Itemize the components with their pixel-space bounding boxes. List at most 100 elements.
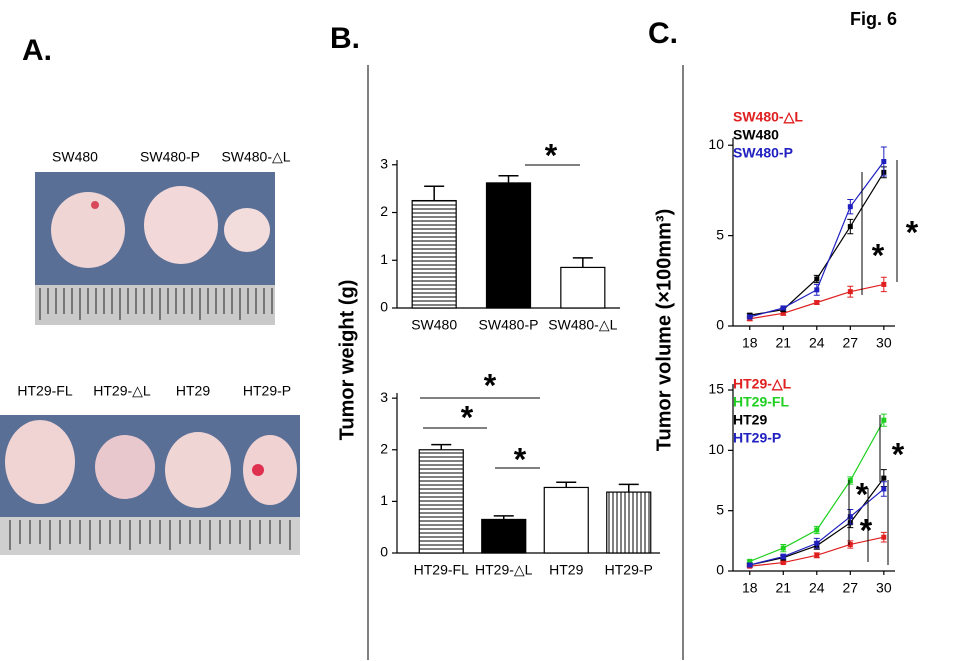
marker <box>780 560 786 566</box>
legend-entry: SW480-△L <box>733 109 803 125</box>
marker <box>780 305 786 311</box>
marker <box>847 224 853 230</box>
marker <box>814 552 820 558</box>
y-tick-label: 3 <box>380 155 388 171</box>
marker <box>847 289 853 295</box>
y-tick-label: 0 <box>716 562 724 578</box>
marker <box>780 545 786 551</box>
photo-label: HT29 <box>176 383 210 399</box>
panel-label: A. <box>22 34 52 67</box>
legend-entry: SW480 <box>733 127 779 143</box>
marker <box>881 417 887 423</box>
marker <box>814 540 820 546</box>
error-bar <box>498 175 519 183</box>
x-tick-label: HT29-FL <box>414 562 469 578</box>
marker <box>881 534 887 540</box>
y-tick-label: 0 <box>716 317 724 333</box>
significance-star: * <box>860 512 873 548</box>
marker <box>881 159 887 164</box>
error-bar <box>424 185 445 201</box>
x-tick-label: 21 <box>775 335 791 351</box>
legend-entry: SW480-P <box>733 145 793 161</box>
marker <box>780 554 786 560</box>
figure-label: Fig. 6 <box>850 9 897 29</box>
y-tick-label: 15 <box>708 381 724 397</box>
y-tick-label: 10 <box>708 441 724 457</box>
bar <box>560 266 606 309</box>
bar <box>543 486 589 554</box>
marker <box>814 527 820 533</box>
significance-star: * <box>872 237 885 273</box>
bar <box>411 199 457 309</box>
marker <box>747 314 753 320</box>
significance-star: * <box>906 214 919 250</box>
error-bar <box>493 515 514 520</box>
x-tick-label: HT29-P <box>605 562 653 578</box>
x-tick-label: SW480 <box>411 317 457 333</box>
marker <box>847 204 853 210</box>
legend-entry: HT29-P <box>733 430 781 446</box>
bar <box>606 491 652 554</box>
marker <box>814 276 820 282</box>
marker <box>881 281 887 287</box>
x-tick-label: 27 <box>843 335 859 351</box>
bar <box>481 518 527 554</box>
x-tick-label: 30 <box>876 335 892 351</box>
photo-label: HT29-FL <box>17 383 72 399</box>
photo-label: SW480-P <box>140 149 200 165</box>
y-tick-label: 2 <box>380 440 388 456</box>
error-bar <box>431 443 452 450</box>
marker <box>847 541 853 547</box>
y-tick-label: 1 <box>380 492 388 508</box>
x-tick-label: SW480-P <box>479 317 539 333</box>
y-axis-title: Tumor weight (g) <box>336 280 358 441</box>
photo-label: HT29-P <box>243 383 291 399</box>
x-tick-label: SW480-△L <box>548 317 617 333</box>
x-tick-label: 30 <box>876 580 892 596</box>
significance-star: * <box>461 399 474 435</box>
y-tick-label: 10 <box>708 136 724 152</box>
photo <box>0 415 300 555</box>
photo-label: SW480-△L <box>221 149 290 165</box>
error-bar <box>556 481 577 488</box>
marker <box>747 558 753 564</box>
significance-star: * <box>484 367 497 403</box>
x-tick-label: HT29-△L <box>475 562 533 578</box>
marker <box>814 300 820 305</box>
panel-label: C. <box>648 17 678 50</box>
y-tick-label: 3 <box>380 389 388 405</box>
legend-entry: HT29 <box>733 412 767 428</box>
x-tick-label: 24 <box>809 335 825 351</box>
x-tick-label: 24 <box>809 580 825 596</box>
x-tick-label: HT29 <box>549 562 583 578</box>
panel-label: B. <box>330 22 360 55</box>
marker <box>881 475 887 481</box>
bar <box>418 449 464 554</box>
y-tick-label: 0 <box>380 299 388 315</box>
marker <box>747 562 753 568</box>
marker <box>814 287 820 293</box>
marker <box>881 486 887 492</box>
marker <box>780 310 786 316</box>
legend-entry: HT29-△L <box>733 376 792 392</box>
significance-star: * <box>856 476 869 512</box>
marker <box>847 478 853 484</box>
error-bar <box>572 257 593 268</box>
photo <box>35 172 275 325</box>
significance-star: * <box>892 436 905 472</box>
legend-entry: HT29-FL <box>733 394 789 410</box>
y-tick-label: 5 <box>716 226 724 242</box>
marker <box>847 514 853 520</box>
bar <box>485 182 532 309</box>
x-tick-label: 18 <box>742 335 758 351</box>
y-tick-label: 5 <box>716 501 724 517</box>
y-tick-label: 2 <box>380 203 388 219</box>
y-axis-title: Tumor volume (×100mm³) <box>653 209 675 451</box>
x-tick-label: 21 <box>775 580 791 596</box>
y-tick-label: 1 <box>380 251 388 267</box>
error-bar <box>618 483 639 493</box>
significance-star: * <box>514 441 527 477</box>
photo-label: SW480 <box>52 149 98 165</box>
photo-label: HT29-△L <box>93 383 151 399</box>
